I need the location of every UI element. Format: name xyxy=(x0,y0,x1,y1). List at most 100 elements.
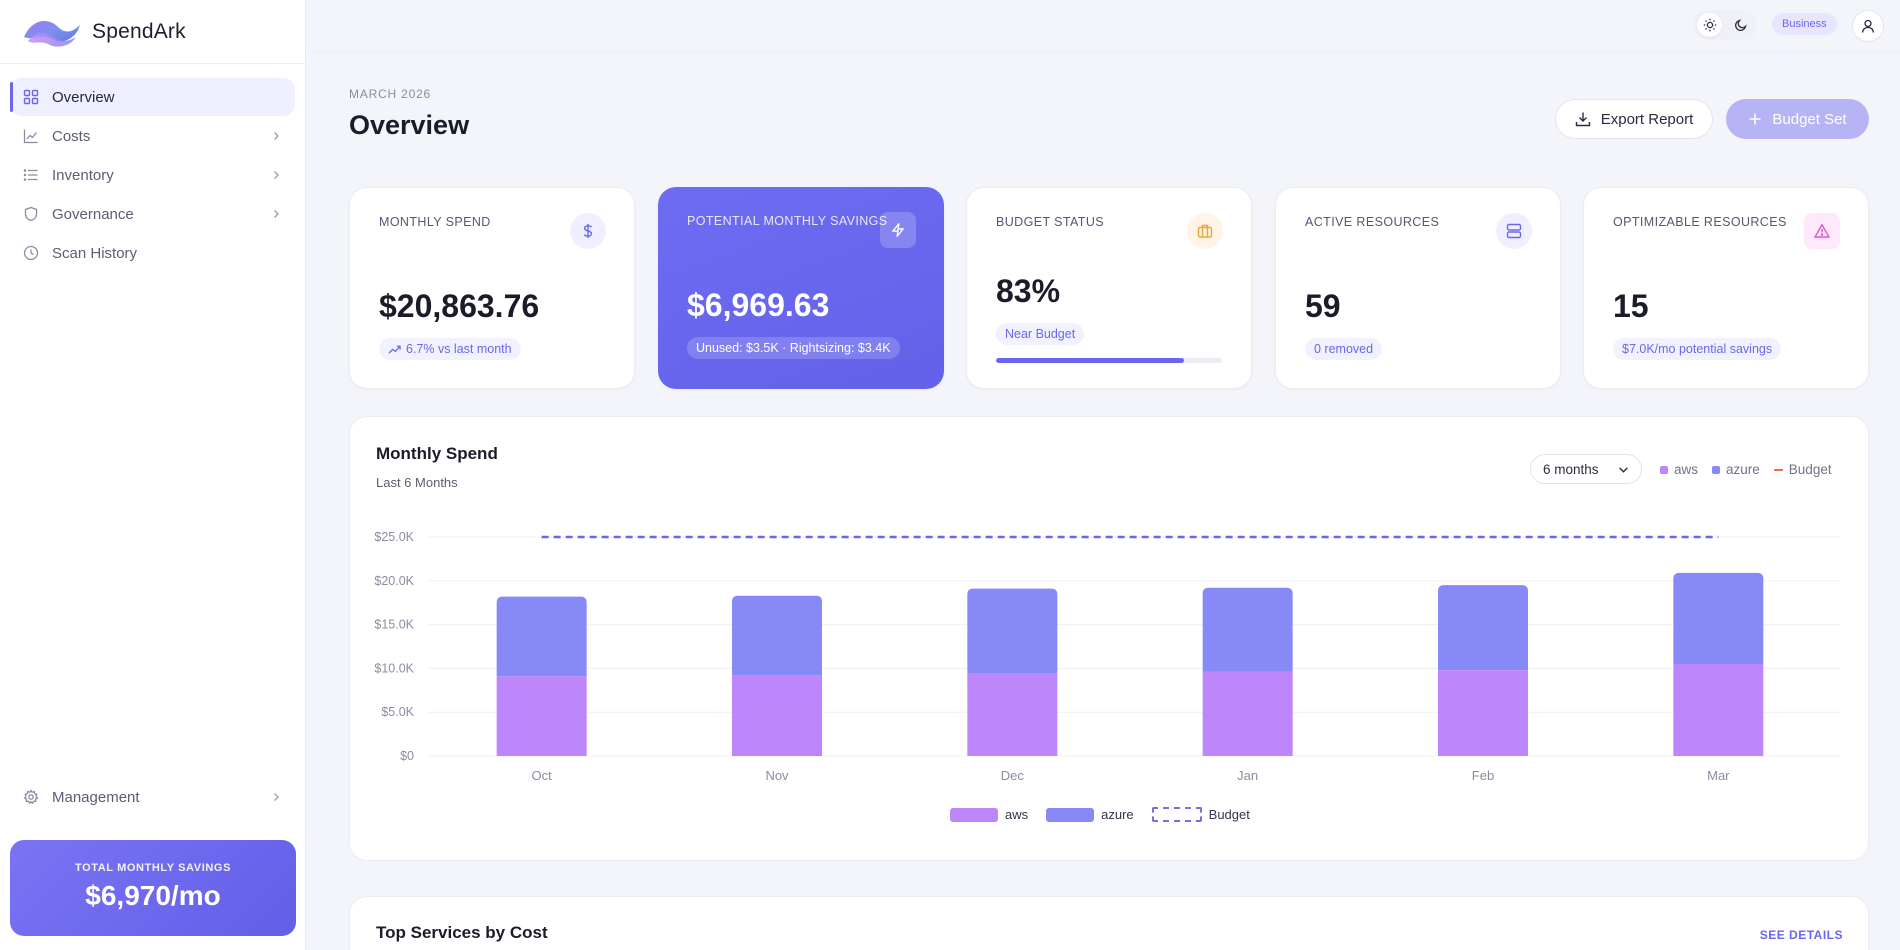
mini-legend: aws azure Budget xyxy=(1660,462,1832,477)
sidebar-nav: Overview Costs Inventory Governance xyxy=(0,64,305,272)
total-savings-label: TOTAL MONTHLY SAVINGS xyxy=(74,862,232,874)
topbar: Business xyxy=(307,0,1900,52)
mini-legend-aws[interactable]: aws xyxy=(1660,462,1698,477)
gear-icon xyxy=(22,788,40,806)
budget-legend-swatch xyxy=(1151,807,1202,822)
total-savings-card: TOTAL MONTHLY SAVINGS $6,970/mo xyxy=(10,840,296,936)
sidebar-item-label: Inventory xyxy=(52,166,114,184)
monthly-spend-panel: Monthly Spend Last 6 Months 6 months aws… xyxy=(349,416,1869,861)
card-value: 83% xyxy=(996,273,1061,309)
top-services-panel: Top Services by Cost SEE DETAILS xyxy=(349,896,1869,950)
mini-legend-aws-label: aws xyxy=(1674,462,1699,477)
export-report-button[interactable]: Export Report xyxy=(1555,99,1713,139)
user-icon[interactable] xyxy=(1852,10,1884,42)
sidebar-item-label: Overview xyxy=(52,88,115,106)
budget-status-chip: Near Budget xyxy=(996,323,1085,345)
trend-chip-text: 6.7% vs last month xyxy=(406,342,512,356)
mini-legend-azure[interactable]: azure xyxy=(1712,462,1760,477)
panel-title: Top Services by Cost xyxy=(376,923,548,942)
aws-swatch xyxy=(1660,465,1668,474)
card-label: POTENTIAL MONTHLY SAVINGS xyxy=(687,214,888,228)
bar-aws xyxy=(1202,671,1293,756)
trend-chip: 6.7% vs last month xyxy=(379,338,521,360)
chevron-right-icon xyxy=(274,793,279,801)
stat-card-monthly-spend: MONTHLY SPEND $20,863.76 6.7% vs last mo… xyxy=(349,187,635,389)
see-details-link[interactable]: SEE DETAILS xyxy=(1759,928,1843,942)
brand[interactable]: SpendArk xyxy=(0,0,305,64)
total-savings-value: $6,970/mo xyxy=(85,880,221,911)
shield-icon xyxy=(22,205,40,223)
mini-legend-budget[interactable]: Budget xyxy=(1773,462,1832,477)
chevron-right-icon xyxy=(274,132,279,140)
bar-azure xyxy=(1202,587,1293,672)
card-label: OPTIMIZABLE RESOURCES xyxy=(1613,215,1787,229)
budget-set-label: Budget Set xyxy=(1772,110,1847,128)
bar-azure xyxy=(1438,585,1528,671)
bar-aws xyxy=(967,673,1058,756)
chart-legend-azure-label: azure xyxy=(1101,807,1134,822)
sidebar-item-costs[interactable]: Costs xyxy=(10,117,295,155)
chevron-right-icon xyxy=(274,171,279,179)
brand-name: SpendArk xyxy=(92,19,186,43)
stat-card-optimizable-resources: OPTIMIZABLE RESOURCES 15 $7.0K/mo potent… xyxy=(1583,187,1869,389)
y-tick-label: $25.0K xyxy=(374,530,414,544)
stat-card-budget-status: BUDGET STATUS 83% Near Budget xyxy=(966,187,1252,389)
y-tick-label: $15.0K xyxy=(374,618,414,632)
card-label: ACTIVE RESOURCES xyxy=(1305,215,1440,229)
sidebar-item-scan-history[interactable]: Scan History xyxy=(10,234,295,272)
trending-up-icon xyxy=(388,345,401,354)
sun-icon[interactable] xyxy=(1697,13,1722,37)
bar-azure xyxy=(496,596,587,677)
sidebar-item-label: Costs xyxy=(52,127,91,145)
chart-legend-aws-label: aws xyxy=(1005,807,1029,822)
stat-card-active-resources: ACTIVE RESOURCES 59 0 removed xyxy=(1275,187,1561,389)
download-icon xyxy=(1575,112,1590,127)
bar-azure xyxy=(732,595,822,676)
card-label: MONTHLY SPEND xyxy=(379,215,491,229)
chart-legend-budget[interactable]: Budget xyxy=(1151,807,1250,822)
budget-set-button[interactable]: Budget Set xyxy=(1726,99,1869,139)
y-tick-label: $20.0K xyxy=(374,574,414,588)
sidebar-item-label: Governance xyxy=(52,205,134,223)
sidebar-item-management[interactable]: Management xyxy=(10,778,295,816)
y-tick-label: $10.0K xyxy=(374,661,414,675)
monthly-spend-chart: $0 $5.0K $10.0K $15.0K $20.0K $25.0K Oct Nov Dec… xyxy=(374,530,1840,783)
y-tick-label: $5.0K xyxy=(381,705,414,719)
plus-icon xyxy=(1749,113,1761,125)
chevron-down-icon xyxy=(1619,466,1628,473)
chart-legend-azure[interactable]: azure xyxy=(1046,807,1134,822)
wave-logo-icon xyxy=(24,20,80,47)
panel-title: Monthly Spend xyxy=(376,444,498,463)
page-eyebrow: MARCH 2026 xyxy=(349,87,432,101)
grid-icon xyxy=(22,88,40,106)
sidebar-bottom: Management xyxy=(10,778,295,817)
stat-card-potential-savings: POTENTIAL MONTHLY SAVINGS $6,969.63 Unus… xyxy=(658,187,944,389)
sidebar: SpendArk Overview Costs Inventory xyxy=(0,0,306,950)
azure-swatch xyxy=(1712,465,1721,474)
x-tick-label: Mar xyxy=(1707,768,1730,783)
card-value: $20,863.76 xyxy=(379,288,540,324)
mini-legend-budget-label: Budget xyxy=(1788,462,1832,477)
card-value: $6,969.63 xyxy=(687,287,830,323)
page-title: Overview xyxy=(349,110,470,140)
theme-toggle[interactable] xyxy=(1693,10,1757,40)
range-select[interactable]: 6 months xyxy=(1530,454,1642,484)
sidebar-item-governance[interactable]: Governance xyxy=(10,195,295,233)
chart-legend-aws[interactable]: aws xyxy=(950,807,1028,822)
card-value: 59 xyxy=(1305,288,1341,324)
potential-savings-chip: $7.0K/mo potential savings xyxy=(1613,338,1782,360)
warning-icon xyxy=(1804,213,1840,249)
chart-legend-budget-label: Budget xyxy=(1208,807,1250,822)
clock-icon xyxy=(22,244,40,262)
dollar-icon xyxy=(570,213,606,249)
x-tick-label: Dec xyxy=(1001,768,1025,783)
sidebar-item-overview[interactable]: Overview xyxy=(10,78,295,116)
sidebar-item-label: Scan History xyxy=(52,244,138,262)
savings-breakdown-chip: Unused: $3.5K · Rightsizing: $3.4K xyxy=(687,337,900,359)
budget-progress-fill xyxy=(996,358,1184,363)
budget-progress-bar xyxy=(996,358,1222,363)
bar-azure xyxy=(1673,572,1764,665)
aws-legend-swatch xyxy=(950,807,998,822)
sidebar-item-inventory[interactable]: Inventory xyxy=(10,156,295,194)
moon-icon[interactable] xyxy=(1728,13,1753,37)
